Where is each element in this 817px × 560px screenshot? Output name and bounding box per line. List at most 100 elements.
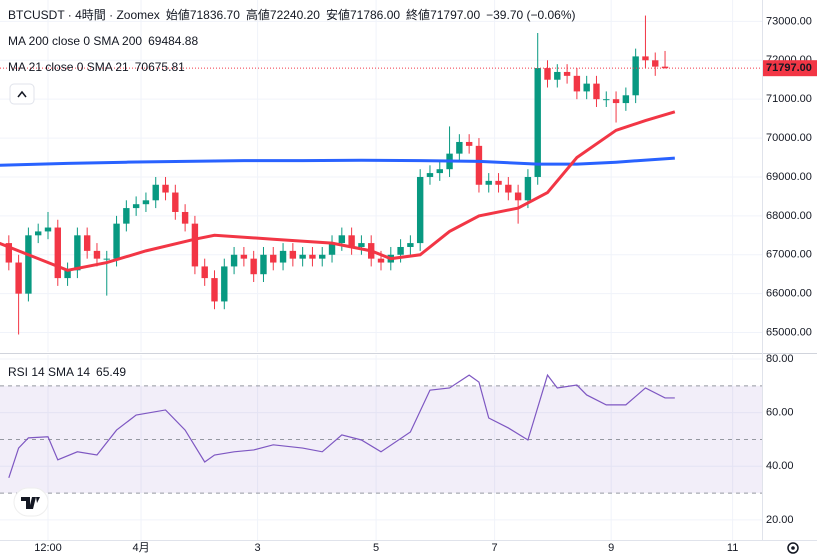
candle-body (123, 208, 130, 224)
candle-body (211, 278, 218, 302)
plot (0, 15, 762, 478)
ohlc-name: 高値 (246, 7, 270, 22)
candle-body (397, 246, 404, 255)
candle-body (612, 99, 620, 104)
candle-body (44, 227, 52, 232)
series-line (0, 156, 675, 167)
candle-body (319, 254, 326, 259)
candle-body (172, 192, 179, 212)
candle-body (563, 71, 571, 76)
gear-icon[interactable] (787, 542, 799, 554)
x-tick-label: 7 (492, 542, 498, 554)
candle-body (328, 243, 336, 255)
candle-body (426, 173, 434, 177)
y-tick-label: 68000.00 (766, 210, 812, 222)
candle-body (407, 243, 414, 247)
candle-body (505, 184, 512, 193)
candle-body (15, 262, 22, 294)
legend-name: MA 21 close 0 SMA 21 (8, 60, 129, 74)
candle-body (416, 176, 424, 244)
y-tick-label: 70000.00 (766, 132, 812, 144)
gear-center[interactable] (791, 546, 795, 550)
candle-body (661, 66, 669, 69)
x-tick-label: 5 (373, 542, 379, 554)
candle-body (162, 184, 169, 193)
candle-body (642, 56, 649, 61)
legend-value: 70675.81 (135, 60, 185, 74)
y-tick-label: 67000.00 (766, 249, 812, 261)
settings-button[interactable] (787, 542, 799, 554)
series-line (8, 373, 675, 478)
candle-body (5, 243, 13, 263)
symbol: BTCUSDT · 4時間 · Zoomex (8, 8, 160, 22)
candle-body (83, 235, 91, 251)
candle-body (64, 270, 71, 279)
candle-body (299, 254, 306, 259)
candle-body (475, 145, 483, 185)
legend-value: 65.49 (96, 365, 126, 379)
y-tick-label: 80.00 (766, 353, 794, 365)
y-tick-label: 60.00 (766, 407, 794, 419)
y-tick-label: 65000.00 (766, 326, 812, 338)
candle-body (514, 192, 522, 201)
button-frame[interactable] (9, 83, 35, 105)
y-tick-label: 66000.00 (766, 288, 812, 300)
candle-body (74, 235, 81, 271)
y-tick-label: 73000.00 (766, 15, 812, 27)
candle-body (573, 75, 581, 92)
y-tick-label: 40.00 (766, 460, 794, 472)
candle-body (485, 180, 492, 185)
legend-name: RSI 14 SMA 14 (8, 365, 90, 379)
candle-body (348, 235, 355, 247)
tradingview-logo (13, 487, 49, 517)
x-tick-label: 9 (608, 542, 614, 554)
last-price-label: 71797.00 (766, 62, 812, 74)
x-tick-label: 11 (727, 542, 738, 554)
candle-body (132, 204, 140, 209)
candle-body (358, 243, 365, 247)
y-tick-label: 71000.00 (766, 93, 812, 105)
ohlc-value: 72240.20 (270, 8, 320, 22)
candle-body (593, 83, 600, 100)
candle-body (201, 266, 208, 279)
candle-body (191, 223, 199, 267)
last-price-tag (763, 60, 817, 77)
collapse-button[interactable] (9, 83, 35, 105)
candle-body (230, 254, 238, 267)
candle-body (93, 250, 101, 259)
candle-body (436, 169, 443, 174)
chevron-icon[interactable] (17, 90, 27, 98)
candle-body (603, 99, 610, 101)
ohlc-name: 始値 (166, 7, 190, 22)
y-tick-label: 69000.00 (766, 171, 812, 183)
series-line (0, 110, 676, 272)
candle-body (240, 254, 248, 259)
candle-body (632, 56, 639, 96)
ohlc-value: 71786.00 (350, 8, 400, 22)
y-tick-label: 20.00 (766, 514, 794, 526)
x-tick-label: 3 (255, 542, 261, 554)
candle-body (250, 258, 257, 275)
candle-body (338, 235, 346, 244)
labels: 始値 71836.70 高値 72240.20 安値 71786.00 終値 71797.00… (8, 7, 817, 554)
ohlc-value: 71836.70 (190, 8, 240, 22)
candle-body (652, 60, 659, 67)
candle-body (554, 71, 561, 80)
legend-value: 69484.88 (148, 34, 198, 48)
candle-body (25, 235, 32, 294)
logo-mark (21, 497, 40, 509)
candle-body (534, 68, 541, 177)
price-change: −39.70 (−0.06%) (486, 8, 575, 22)
ohlc-name: 安値 (326, 7, 350, 22)
candle-body (103, 258, 110, 260)
candle-body (152, 184, 159, 201)
candle-body (524, 176, 532, 201)
candle-body (260, 254, 267, 275)
candle-body (279, 250, 287, 263)
candle-body (583, 83, 590, 92)
ohlc-name: 終値 (406, 7, 430, 22)
candle-body (113, 223, 120, 259)
candle-body (495, 180, 502, 185)
candle-body (377, 258, 385, 263)
grid (0, 0, 762, 540)
